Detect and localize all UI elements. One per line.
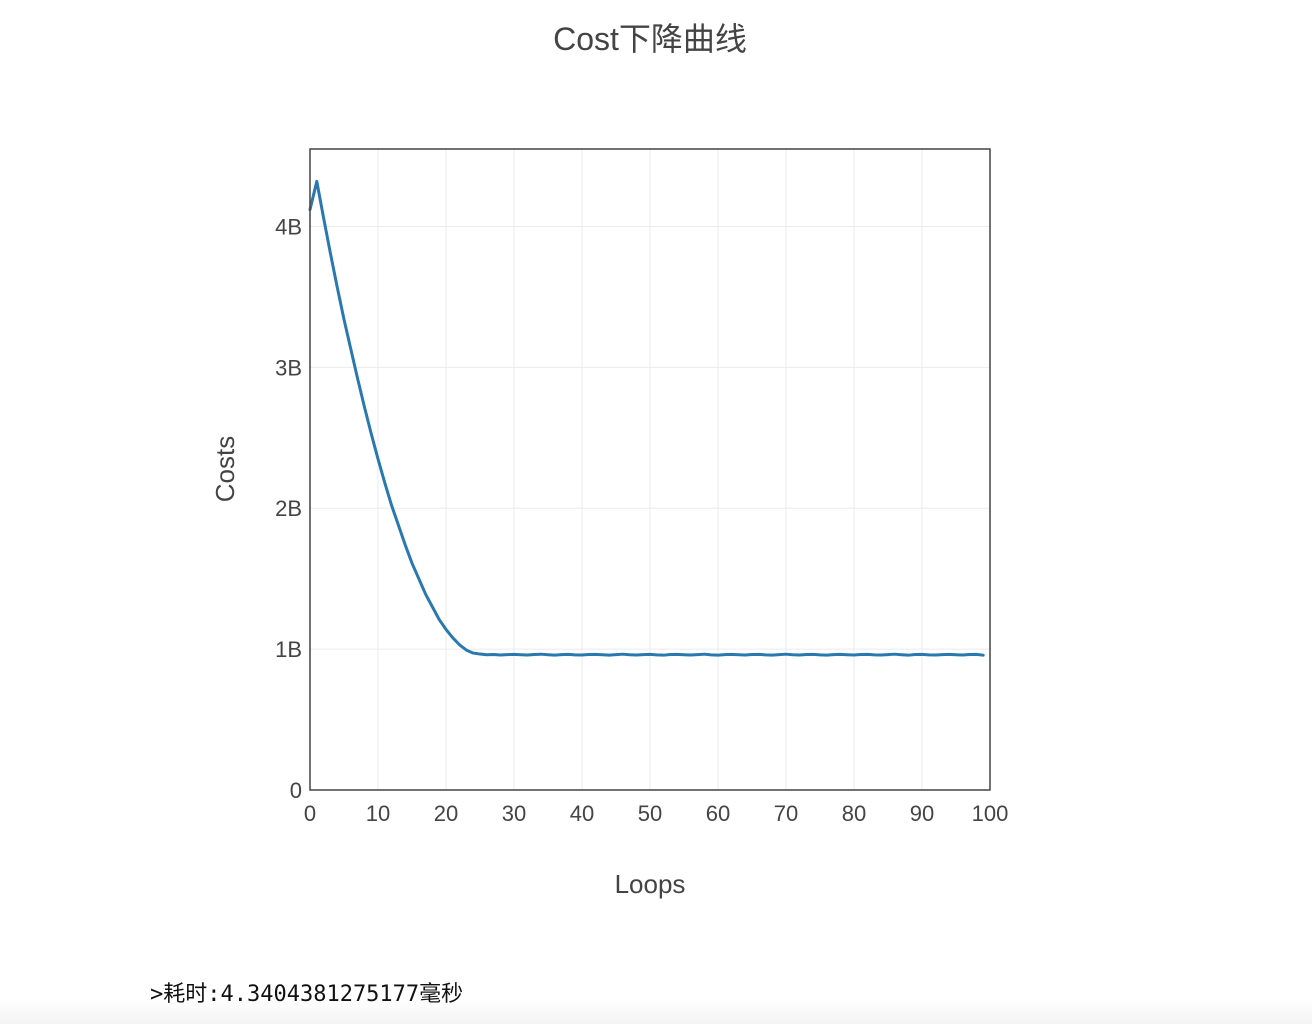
series-line: [308, 179, 985, 657]
x-ticks: 0 10 20 30 40 50 60 70 80 90 100: [304, 801, 1008, 826]
x-tick-label: 90: [910, 801, 934, 826]
x-tick-label: 80: [842, 801, 866, 826]
y-tick-label: 4B: [275, 214, 302, 239]
plot-lines: [308, 179, 985, 657]
cost-chart: Cost下降曲线 0 10 20 30 40 50 60 70 80 90 100 0 1B 2B 3B 4…: [210, 21, 1008, 899]
y-ticks: 0 1B 2B 3B 4B: [275, 214, 302, 803]
chart-title: Cost下降曲线: [553, 21, 747, 57]
x-tick-label: 20: [434, 801, 458, 826]
plot-frame: [309, 148, 991, 791]
x-tick-label: 100: [972, 801, 1009, 826]
x-tick-label: 60: [706, 801, 730, 826]
y-tick-label: 0: [290, 778, 302, 803]
y-tick-label: 1B: [275, 637, 302, 662]
footer-area: [0, 960, 1312, 1024]
x-tick-label: 50: [638, 801, 662, 826]
x-tick-label: 30: [502, 801, 526, 826]
x-tick-label: 40: [570, 801, 594, 826]
x-tick-label: 70: [774, 801, 798, 826]
x-axis-label: Loops: [615, 869, 686, 899]
x-tick-label: 10: [366, 801, 390, 826]
elapsed-time-text: >耗时:4.3404381275177毫秒: [150, 982, 464, 1007]
x-tick-label: 0: [304, 801, 316, 826]
y-axis-label: Costs: [210, 436, 240, 502]
y-tick-label: 2B: [275, 496, 302, 521]
y-tick-label: 3B: [275, 355, 302, 380]
grid: [310, 149, 990, 790]
